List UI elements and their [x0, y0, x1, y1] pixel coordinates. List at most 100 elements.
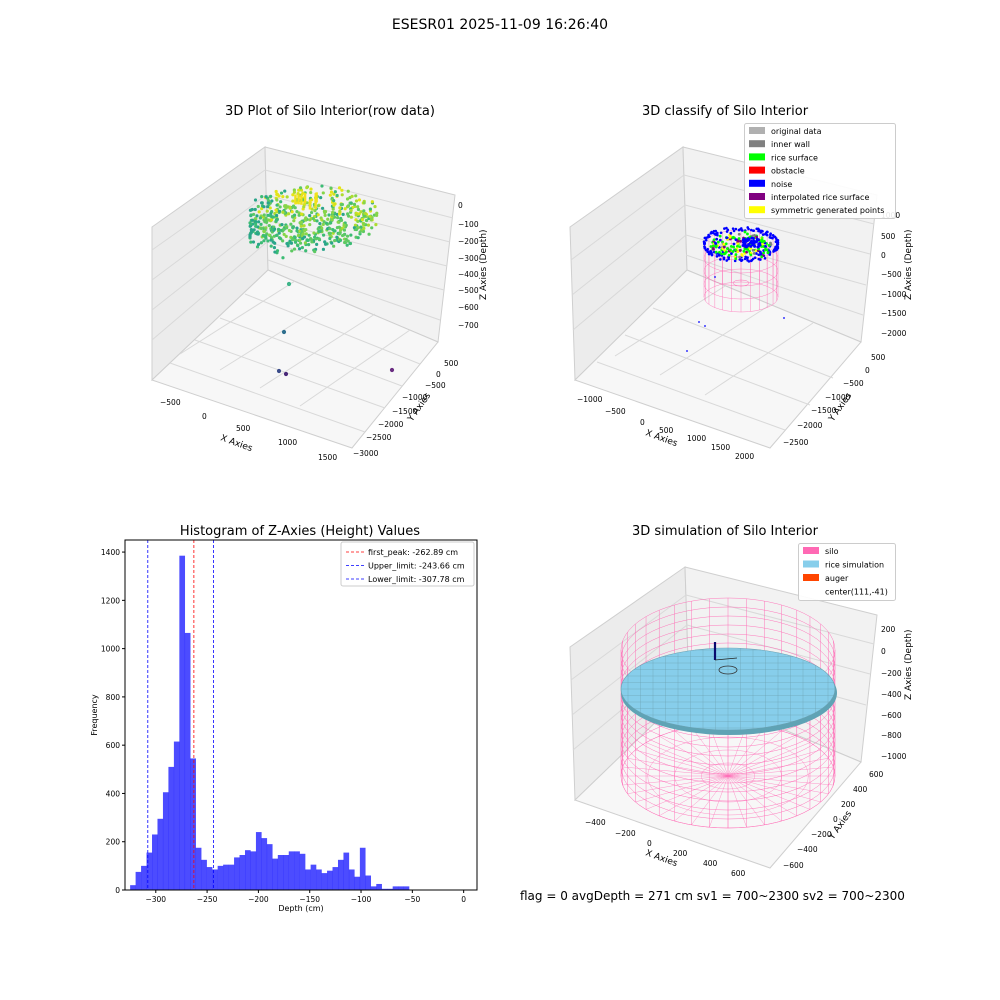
noise-point — [712, 229, 716, 233]
z-tick-label: −1500 — [881, 309, 907, 318]
data-point — [350, 194, 354, 198]
x-tick-label: 1000 — [278, 438, 297, 447]
data-point — [267, 233, 271, 237]
noise-point — [731, 227, 735, 230]
data-point — [355, 227, 359, 231]
data-point — [250, 218, 255, 222]
data-point — [347, 214, 351, 218]
classified-points — [686, 226, 785, 352]
noise-point — [725, 226, 728, 230]
data-point — [254, 224, 258, 228]
data-point — [343, 207, 347, 211]
noise-point — [751, 229, 755, 232]
z-tick-label: −400 — [881, 690, 902, 699]
data-point — [282, 232, 286, 237]
data-point — [294, 194, 297, 205]
data-point — [275, 203, 279, 207]
noise-point — [708, 235, 711, 238]
z-tick-label: −700 — [458, 321, 479, 330]
histogram-title: Histogram of Z-Axies (Height) Values — [179, 524, 421, 539]
surface-point — [718, 250, 721, 254]
data-point — [290, 210, 294, 214]
noise-point — [716, 231, 719, 235]
y-tick-label: −1500 — [811, 406, 837, 415]
data-point — [357, 212, 361, 216]
data-point — [375, 211, 379, 215]
data-point — [337, 232, 342, 236]
y-tick-label: 400 — [853, 785, 868, 794]
data-point — [273, 250, 277, 254]
surface-point — [743, 230, 747, 234]
noise-point — [709, 232, 713, 235]
y-tick-label: −1000 — [402, 393, 428, 402]
data-point — [295, 229, 299, 233]
data-point — [279, 228, 283, 232]
noise-point — [776, 238, 779, 242]
histogram-bar — [179, 555, 186, 890]
silo-floor-ring — [674, 749, 782, 803]
data-point — [300, 194, 303, 205]
data-point — [274, 233, 279, 237]
x-tick-label: −150 — [299, 895, 320, 904]
data-point — [307, 233, 311, 237]
y-tick-label: −500 — [843, 379, 864, 388]
data-point — [292, 219, 296, 223]
z-tick-label: 500 — [881, 232, 896, 241]
data-point — [299, 224, 303, 228]
data-point — [310, 207, 314, 211]
data-point — [332, 244, 336, 248]
data-point — [252, 228, 256, 232]
surface-point — [753, 233, 756, 237]
data-point — [300, 212, 304, 216]
data-point — [291, 193, 295, 197]
data-point — [308, 222, 312, 227]
y-tick-label: 1000 — [101, 645, 120, 654]
z-axis-label: Z Axies (Depth) — [904, 629, 914, 700]
x-tick-label: −100 — [351, 895, 372, 904]
data-point — [328, 193, 332, 197]
raw-plot-title: 3D Plot of Silo Interior(row data) — [225, 104, 435, 119]
histogram-bar — [365, 875, 372, 890]
data-point — [305, 186, 309, 190]
noise-point — [755, 238, 759, 242]
data-point — [370, 226, 374, 230]
data-point — [257, 210, 261, 214]
noise-point — [766, 230, 769, 234]
data-point — [269, 238, 273, 242]
z-axis-label: Z Axies (Depth) — [904, 229, 914, 300]
noise-point — [722, 256, 726, 259]
noise-point — [761, 233, 765, 236]
histogram-bar — [288, 851, 295, 890]
z-tick-label: 0 — [881, 647, 886, 656]
data-point — [367, 232, 371, 236]
noise-point — [708, 252, 711, 255]
x-tick-label: 600 — [731, 869, 746, 878]
data-point — [298, 186, 303, 190]
x-tick-label: −50 — [404, 895, 420, 904]
data-point — [320, 218, 324, 222]
data-point — [333, 202, 337, 206]
data-point — [335, 193, 339, 198]
data-point — [332, 229, 336, 233]
data-point — [311, 217, 315, 221]
x-tick-label: −500 — [160, 398, 181, 407]
data-point — [275, 192, 280, 196]
data-point — [309, 187, 313, 191]
z-tick-label: −1000 — [881, 290, 907, 299]
z-tick-label: 200 — [881, 625, 896, 634]
histogram-bar — [168, 766, 175, 890]
histogram-bar — [387, 888, 393, 890]
data-point — [291, 225, 295, 230]
y-tick-label: 500 — [871, 353, 886, 362]
data-point — [338, 228, 343, 232]
z-tick-label: −400 — [458, 270, 479, 279]
noise-point — [698, 321, 700, 323]
data-point — [264, 216, 268, 220]
data-point — [339, 203, 343, 207]
noise-point — [752, 241, 756, 245]
data-point — [269, 236, 274, 240]
noise-point — [719, 258, 722, 261]
data-point — [267, 224, 271, 228]
noise-point — [703, 242, 706, 245]
histogram-bar — [130, 885, 136, 890]
